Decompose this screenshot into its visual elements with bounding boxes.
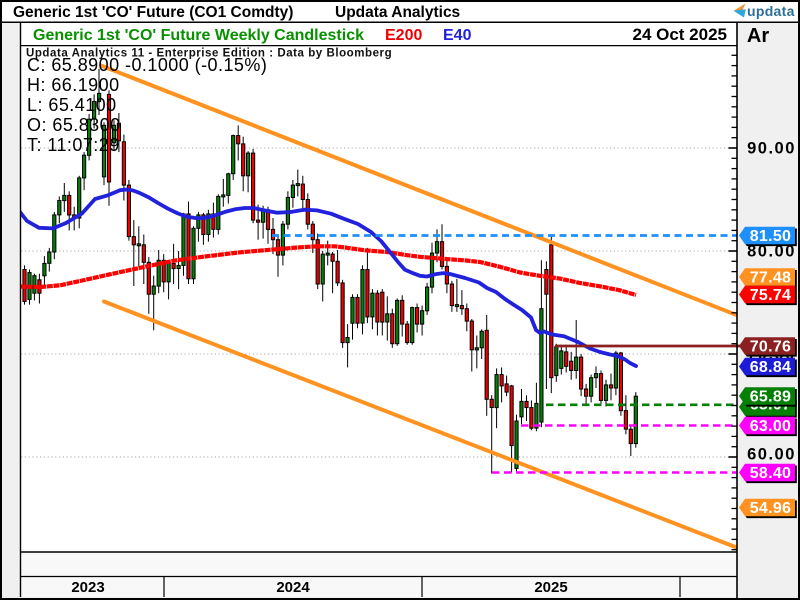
svg-text:T: 11:07:29: T: 11:07:29 (27, 135, 120, 155)
svg-text:90.00: 90.00 (747, 140, 796, 158)
svg-text:Ar: Ar (747, 25, 769, 47)
svg-text:65.89: 65.89 (750, 389, 792, 406)
svg-text:O: 65.8300: O: 65.8300 (27, 115, 121, 135)
svg-text:68.84: 68.84 (750, 359, 792, 376)
svg-text:81.50: 81.50 (750, 228, 792, 245)
svg-text:C: 65.8900 -0.1000 (-0.15%): C: 65.8900 -0.1000 (-0.15%) (27, 55, 267, 75)
svg-text:80.00: 80.00 (747, 243, 796, 261)
svg-text:2025: 2025 (534, 579, 567, 596)
svg-text:63.00: 63.00 (750, 418, 792, 435)
svg-text:Generic 1st 'CO' Future Weekly: Generic 1st 'CO' Future Weekly Candlesti… (33, 27, 364, 44)
svg-text:58.40: 58.40 (750, 465, 792, 482)
svg-text:54.96: 54.96 (750, 500, 792, 517)
svg-text:Updata Analytics: Updata Analytics (335, 4, 460, 21)
svg-text:Updata Analytics 11 - Enterpri: Updata Analytics 11 - Enterprise Edition… (26, 48, 392, 60)
svg-text:updata: updata (747, 3, 795, 19)
svg-text:H: 66.1900: H: 66.1900 (27, 75, 120, 95)
svg-text:24 Oct 2025: 24 Oct 2025 (632, 25, 727, 44)
svg-text:E40: E40 (443, 27, 472, 44)
svg-text:75.74: 75.74 (750, 287, 792, 304)
svg-text:60.00: 60.00 (747, 446, 796, 464)
svg-text:2023: 2023 (71, 579, 104, 596)
svg-text:77.48: 77.48 (750, 270, 792, 287)
svg-text:70.76: 70.76 (750, 339, 792, 356)
svg-text:Generic 1st 'CO' Future (CO1 C: Generic 1st 'CO' Future (CO1 Comdty) (13, 4, 293, 21)
svg-text:2024: 2024 (276, 579, 310, 596)
svg-text:L: 65.4100: L: 65.4100 (27, 95, 117, 115)
svg-text:E200: E200 (385, 27, 422, 44)
